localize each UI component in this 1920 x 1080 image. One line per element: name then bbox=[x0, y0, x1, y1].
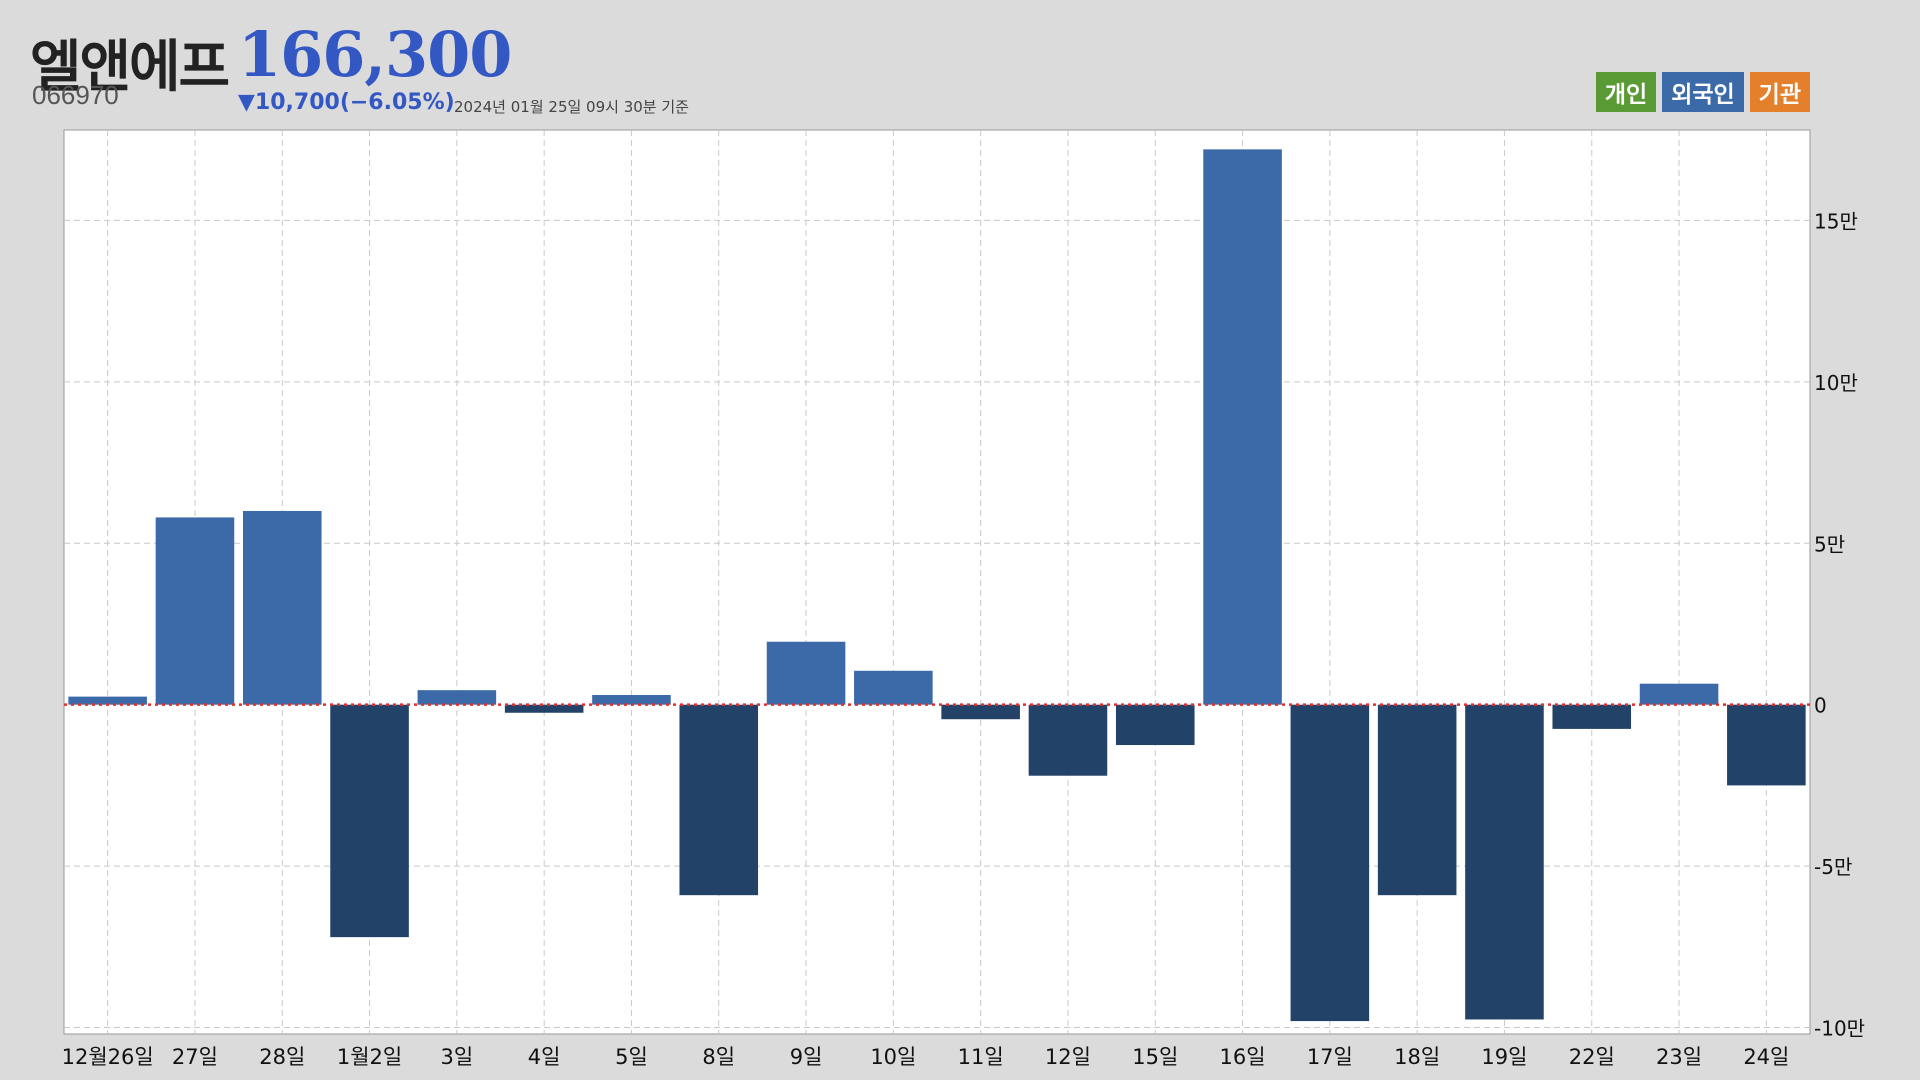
bar bbox=[1552, 704, 1632, 729]
x-tick-label: 16일 bbox=[1220, 1045, 1266, 1069]
bar bbox=[1727, 704, 1806, 786]
bar bbox=[1115, 704, 1195, 746]
x-tick-label: 8일 bbox=[702, 1045, 735, 1069]
x-tick-label: 12월26일 bbox=[62, 1045, 154, 1069]
x-tick-label: 28일 bbox=[259, 1045, 305, 1069]
x-tick-label: 24일 bbox=[1743, 1045, 1789, 1069]
x-tick-label: 4일 bbox=[528, 1045, 561, 1069]
investor-legend: 개인 외국인 기관 bbox=[1595, 72, 1810, 112]
y-tick-label: 10만 bbox=[1814, 371, 1858, 395]
y-tick-label: 0 bbox=[1814, 694, 1827, 718]
y-tick-label: 15만 bbox=[1814, 209, 1858, 233]
bar bbox=[1639, 683, 1719, 705]
bar bbox=[155, 517, 235, 705]
x-tick-label: 5일 bbox=[615, 1045, 648, 1069]
x-tick-label: 15일 bbox=[1132, 1045, 1178, 1069]
x-tick-label: 19일 bbox=[1481, 1045, 1527, 1069]
x-tick-label: 27일 bbox=[172, 1045, 218, 1069]
x-tick-label: 17일 bbox=[1307, 1045, 1353, 1069]
bar bbox=[1290, 704, 1370, 1022]
stock-code: 066970 bbox=[32, 80, 119, 110]
price-change: ▼10,700(−6.05%) bbox=[238, 90, 455, 115]
x-tick-label: 18일 bbox=[1394, 1045, 1440, 1069]
plot-area bbox=[63, 129, 1811, 1035]
y-tick-label: -5만 bbox=[1814, 855, 1852, 879]
bar bbox=[1377, 704, 1457, 896]
x-tick-label: 11일 bbox=[958, 1045, 1004, 1069]
y-tick-label: -10만 bbox=[1814, 1017, 1865, 1041]
x-tick-label: 1월2일 bbox=[337, 1045, 402, 1069]
bar bbox=[854, 670, 933, 705]
x-tick-label: 10일 bbox=[870, 1045, 916, 1069]
timestamp: 2024년 01월 25일 09시 30분 기준 bbox=[454, 98, 689, 116]
x-tick-label: 9일 bbox=[790, 1045, 823, 1069]
bar bbox=[504, 704, 584, 713]
x-tick-label: 23일 bbox=[1656, 1045, 1702, 1069]
bar bbox=[941, 704, 1020, 720]
legend-foreign-button[interactable]: 외국인 bbox=[1662, 72, 1744, 112]
bar bbox=[679, 704, 759, 896]
bar bbox=[1203, 149, 1282, 705]
x-tick-label: 22일 bbox=[1569, 1045, 1615, 1069]
bar bbox=[330, 704, 409, 938]
legend-institution-button[interactable]: 기관 bbox=[1749, 72, 1810, 112]
current-price: 166,300 bbox=[238, 18, 512, 91]
stock-name: 엘앤에프 bbox=[30, 35, 230, 100]
bar bbox=[592, 695, 671, 705]
bar bbox=[766, 641, 846, 705]
bar bbox=[1028, 704, 1108, 776]
legend-individual-button[interactable]: 개인 bbox=[1595, 72, 1657, 112]
bar bbox=[1465, 704, 1544, 1020]
x-tick-label: 12일 bbox=[1045, 1045, 1091, 1069]
x-tick-label: 3일 bbox=[441, 1045, 474, 1069]
bar bbox=[417, 690, 497, 705]
y-tick-label: 5만 bbox=[1814, 532, 1845, 556]
bar bbox=[242, 510, 322, 705]
bar bbox=[68, 696, 147, 705]
